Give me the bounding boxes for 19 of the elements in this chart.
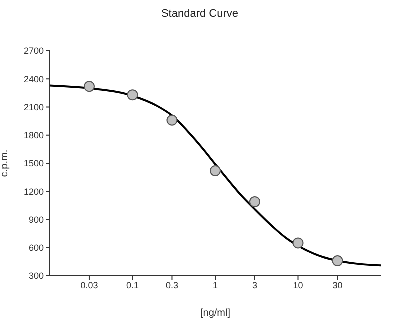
y-tick-label: 2400	[24, 74, 44, 84]
y-tick-label: 2100	[24, 102, 44, 112]
y-tick-label: 900	[28, 214, 44, 225]
y-tick-label: 1500	[24, 158, 44, 169]
y-tick-label: 2700	[24, 46, 44, 56]
x-tick-label: 3	[252, 280, 258, 290]
chart-title: Standard Curve	[160, 8, 240, 20]
x-tick-label: 1	[212, 280, 218, 290]
y-tick-label: 300	[28, 271, 44, 282]
y-tick-label: 1200	[24, 186, 44, 197]
x-tick-label: 30	[332, 280, 343, 290]
y-tick-label: 600	[28, 243, 44, 254]
y-axis-title: c.p.m.	[0, 150, 11, 178]
x-tick-label: 0.1	[126, 280, 140, 290]
x-tick-label: 10	[293, 280, 304, 290]
y-tick-label: 1800	[24, 130, 44, 141]
x-tick-label: 0.03	[80, 280, 98, 290]
x-axis-title: [ng/ml]	[200, 308, 231, 319]
x-tick-label: 0.3	[166, 280, 178, 290]
